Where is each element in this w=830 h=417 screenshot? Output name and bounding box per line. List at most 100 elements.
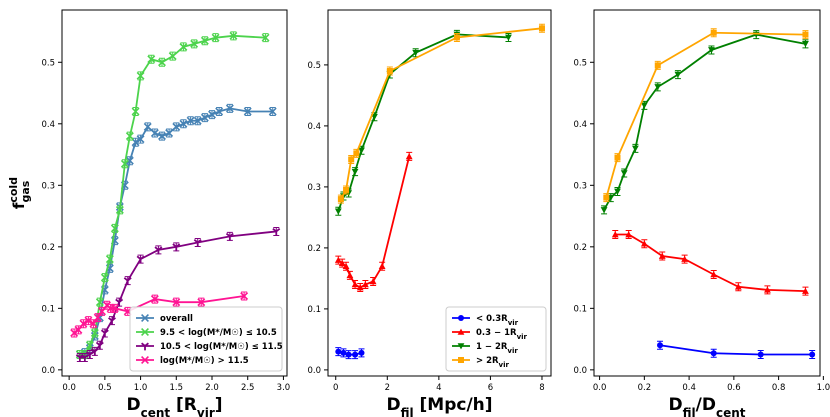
legend-box [129,306,283,372]
x-axis-label: Dcent [Rvir] [126,395,222,417]
data-point [710,29,717,36]
data-point [240,292,249,300]
data-point [505,34,512,41]
data-point [338,259,346,266]
series-3 [70,291,249,338]
x-tick-label: 3.0 [277,383,291,393]
x-tick-label: 0.8 [772,383,786,393]
data-point [358,147,365,154]
data-point [100,329,109,338]
data-point [131,138,140,147]
data-point [614,154,621,161]
data-point [453,34,460,41]
series-line-2 [337,33,509,212]
data-point [654,84,662,91]
data-point [405,153,413,160]
data-point [80,354,89,362]
data-point [620,170,628,177]
legend-label: overall [160,314,193,324]
legend-marker [458,315,464,321]
x-tick-label: 1.0 [134,383,148,393]
data-point [614,188,621,195]
data-point [125,132,134,141]
y-tick-label: 0.1 [41,304,55,314]
legend-box [445,306,547,372]
data-point [158,58,166,67]
data-point [272,227,281,236]
series-line-0 [659,344,813,356]
data-point [654,62,661,69]
data-point [150,129,159,137]
data-point [90,328,99,337]
data-point [640,240,648,247]
data-point [147,55,156,64]
data-point [179,42,188,51]
legend-marker [141,328,149,336]
series-2 [75,226,281,363]
y-tick-label: 0.1 [307,305,321,315]
data-point [125,156,134,165]
data-point [136,135,145,144]
x-tick-label: 0.2 [638,383,652,393]
series-line-3 [605,31,806,198]
data-point [538,25,545,32]
series-1 [611,230,809,296]
data-point [342,262,350,269]
data-point [625,231,633,238]
data-point [268,107,277,116]
data-point [386,68,393,74]
series-2 [600,30,809,215]
y-tick-label: 0.5 [573,58,587,68]
data-point [197,298,206,307]
x-tick-label: 8 [539,383,544,393]
data-point [131,107,140,116]
y-tick-label: 0.3 [307,183,321,193]
data-point [378,262,386,269]
x-tick-label: 2 [385,383,390,393]
data-point [115,298,124,307]
data-point [95,298,104,307]
data-point [802,287,809,294]
data-point [200,36,209,45]
data-point [165,129,174,137]
y-tick-label: 0.3 [41,181,55,191]
panel-dcent: 0.0 0.5 1.0 1.5 2.0 2.5 3.0 0.0 0.1 0.2 0.3 0.4 0.5 D… [7,9,291,417]
data-point [136,71,145,80]
data-point [120,159,129,168]
data-point [710,271,718,278]
legend-label: 1 − 2Rvir [476,342,518,355]
x-tick-label: 1.5 [170,383,184,393]
y-tick-label: 0.0 [41,366,55,376]
legend-label: > 2Rvir [476,356,510,369]
data-point [123,277,132,286]
data-point [70,328,79,337]
x-tick-label: 0.5 [98,383,112,393]
data-point [412,49,420,57]
legend-marker [457,343,465,350]
y-tick-label: 0.0 [573,366,587,376]
axes-frame [593,9,821,377]
data-point [190,39,199,48]
data-point [215,107,224,116]
data-point [734,283,742,290]
x-tick-label: 2.0 [205,383,219,393]
legend-marker [458,357,464,363]
data-point [150,295,159,304]
series-0 [335,347,365,360]
data-point [193,239,202,247]
x-tick-label: 0.4 [682,383,696,393]
axes-frame [61,9,288,377]
data-point [211,33,220,42]
y-tick-label: 0.3 [573,181,587,191]
x-tick-label: 0.0 [593,383,607,393]
data-point [105,255,114,264]
data-point [802,41,809,48]
axes-frame [327,9,552,377]
data-point [681,255,689,262]
y-tick-label: 0.0 [307,366,321,376]
data-point [361,281,369,288]
data-point [337,196,344,203]
data-point [85,350,94,359]
data-point [186,116,195,125]
data-point [353,150,360,157]
